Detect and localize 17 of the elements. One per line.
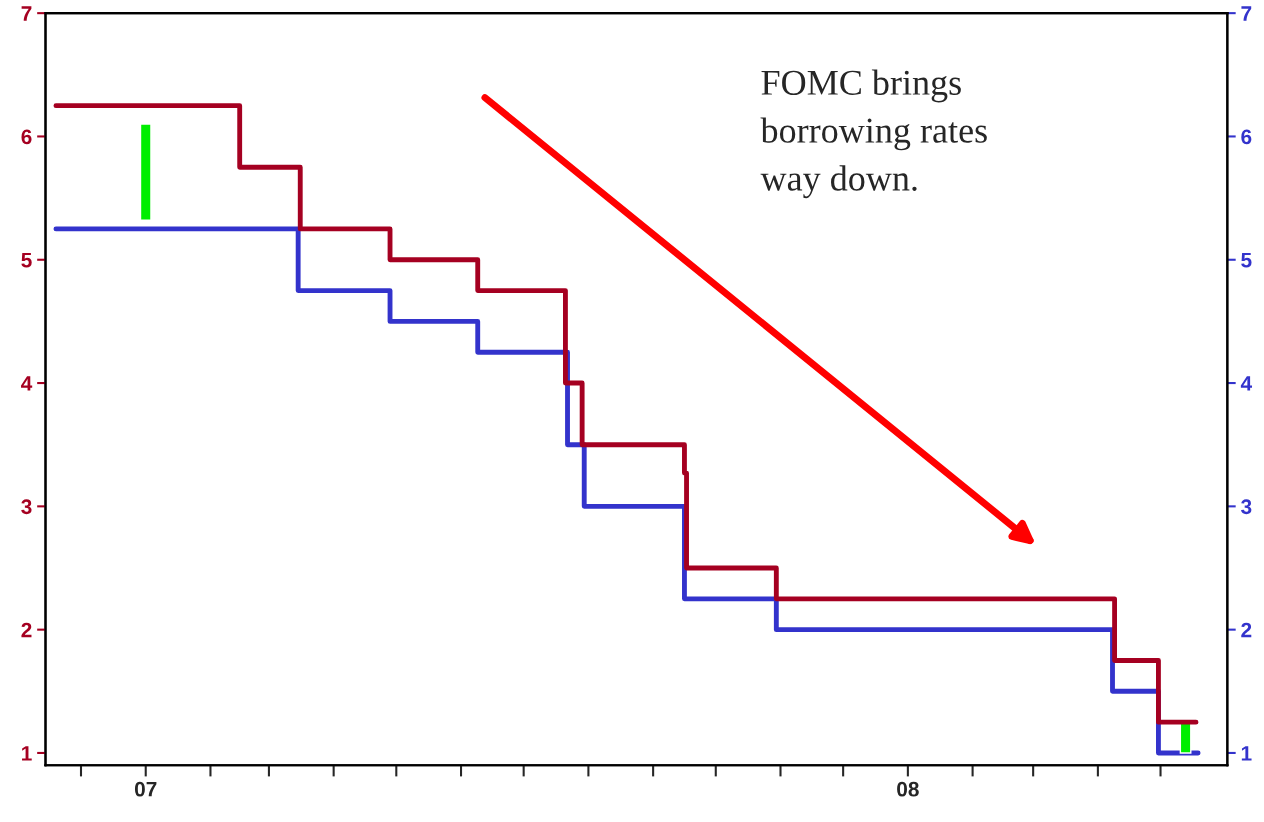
y2-tick-label: 3: [1241, 499, 1252, 515]
y2-tick-label: 1: [1241, 746, 1252, 761]
y-tick-label: 1: [22, 746, 32, 761]
y2-tick-label: 6: [1241, 129, 1252, 145]
y2-tick-label: 7: [1241, 6, 1252, 21]
y2-tick-label: 4: [1240, 376, 1253, 391]
y-tick-label: 7: [21, 6, 32, 21]
x-tick-label: 07: [134, 781, 157, 797]
y2-tick-label: 5: [1241, 252, 1252, 268]
y-tick-label: 6: [21, 129, 32, 145]
y2-tick-label: 2: [1241, 622, 1252, 638]
annotation: FOMC brings borrowing rates way down.: [760, 69, 987, 199]
y-tick-label: 5: [21, 252, 32, 268]
y-tick-label: 3: [21, 499, 32, 515]
y-tick-label: 2: [21, 622, 32, 638]
x-tick-label: 08: [897, 781, 919, 797]
y-tick-label: 4: [21, 376, 33, 391]
